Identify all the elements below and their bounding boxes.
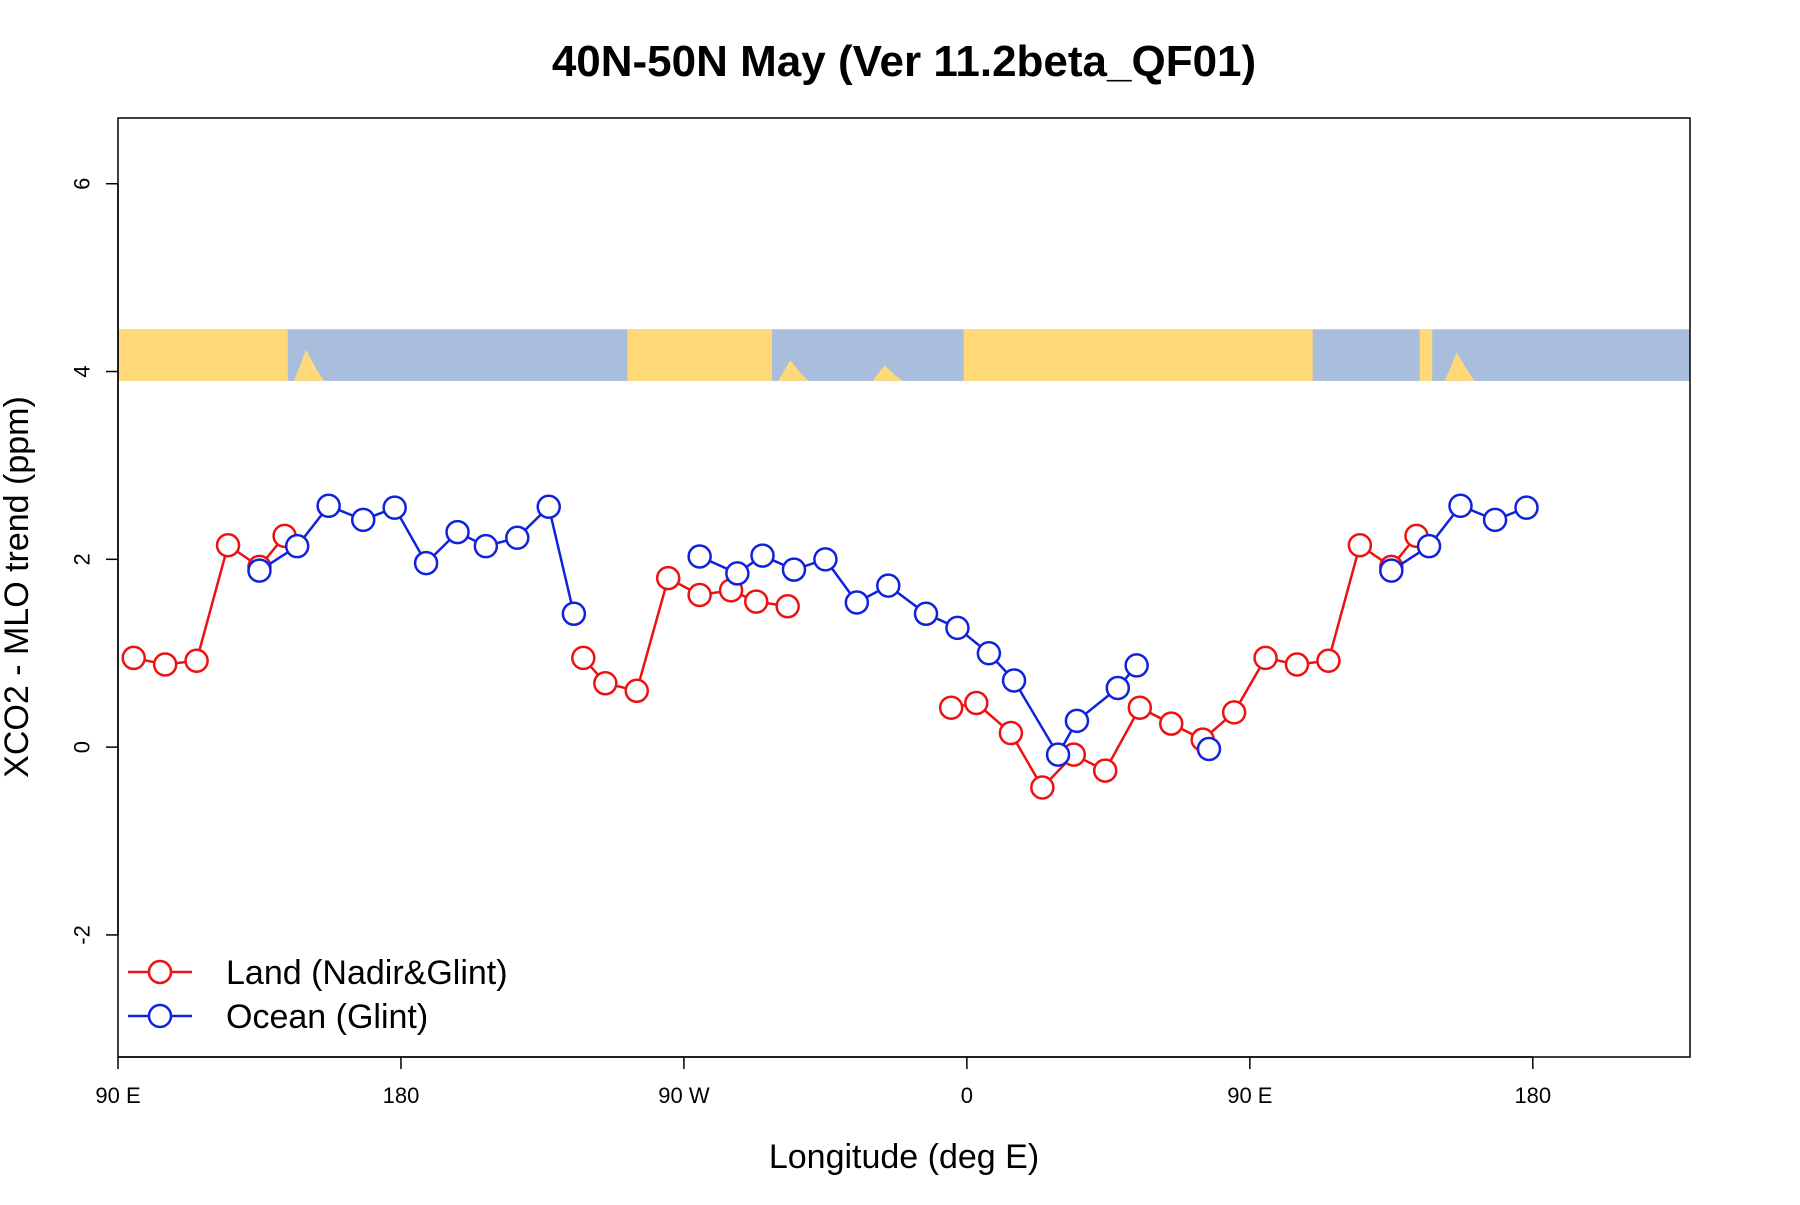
data-point xyxy=(284,533,310,559)
map-land-detail xyxy=(778,360,809,381)
data-point xyxy=(1416,533,1442,559)
map-land-detail xyxy=(1045,355,1076,381)
data-point xyxy=(1347,532,1373,558)
data-point xyxy=(1379,558,1404,583)
series-ocean xyxy=(247,493,1539,767)
data-point xyxy=(247,558,272,583)
y-tick-label: 6 xyxy=(70,178,95,190)
world-map-strip xyxy=(118,329,1690,381)
data-point xyxy=(1482,507,1508,533)
data-point xyxy=(813,547,838,572)
data-point xyxy=(725,561,750,586)
data-point xyxy=(1158,711,1184,736)
data-point xyxy=(775,594,800,619)
map-land-detail xyxy=(1130,362,1161,381)
x-tick-label: 90 E xyxy=(1227,1083,1272,1108)
data-point xyxy=(413,550,439,576)
y-tick-label: -2 xyxy=(70,925,95,945)
data-point xyxy=(184,648,209,673)
data-point xyxy=(382,495,407,520)
data-point xyxy=(750,543,775,568)
map-land-detail xyxy=(872,365,903,381)
data-point xyxy=(316,493,341,519)
y-tick-label: 2 xyxy=(70,553,95,565)
y-axis-title: XCO2 - MLO trend (ppm) xyxy=(0,396,36,778)
data-point xyxy=(1221,700,1247,725)
data-point xyxy=(976,640,1002,666)
chart-title: 40N-50N May (Ver 11.2beta_QF01) xyxy=(552,37,1256,86)
data-point xyxy=(624,678,650,704)
legend-ocean-label: Ocean (Glint) xyxy=(226,998,428,1036)
data-point xyxy=(571,645,596,671)
data-point xyxy=(781,557,807,582)
data-point xyxy=(1105,675,1131,701)
data-point xyxy=(945,615,970,641)
data-point xyxy=(998,720,1024,746)
data-point xyxy=(1448,493,1473,519)
data-point xyxy=(938,695,964,720)
data-point xyxy=(1253,645,1278,671)
data-point xyxy=(1316,648,1341,673)
x-tick-label: 180 xyxy=(1514,1083,1551,1108)
data-point xyxy=(1064,708,1090,734)
map-land-region xyxy=(1419,329,1433,381)
data-point xyxy=(561,601,587,627)
y-axis: -2 0 2 4 6 xyxy=(70,178,119,945)
data-point xyxy=(655,565,681,591)
data-point xyxy=(445,519,470,545)
y-tick-label: 4 xyxy=(70,365,95,377)
data-point xyxy=(913,601,939,627)
map-land-region xyxy=(118,329,288,381)
data-point xyxy=(743,589,769,614)
map-land-detail xyxy=(1444,352,1475,381)
legend-land-label: Land (Nadir&Glint) xyxy=(226,954,508,992)
x-axis-title: Longitude (deg E) xyxy=(769,1138,1039,1176)
data-point xyxy=(593,671,618,696)
map-land-region xyxy=(627,329,772,381)
data-point xyxy=(1514,495,1539,520)
data-point xyxy=(1030,775,1055,800)
x-tick-label: 90 W xyxy=(658,1083,710,1108)
x-axis: 90 E 180 90 W 0 90 E 180 xyxy=(95,1056,1551,1108)
data-point xyxy=(687,582,712,608)
y-tick-label: 0 xyxy=(70,741,95,753)
x-tick-label: 180 xyxy=(383,1083,420,1108)
data-point xyxy=(505,525,530,550)
data-point xyxy=(215,532,241,558)
legend-ocean-marker xyxy=(147,1003,173,1029)
legend-land-marker xyxy=(147,959,173,985)
data-point xyxy=(1092,758,1118,783)
map-land-detail xyxy=(294,349,325,381)
legend: Land (Nadir&Glint) Ocean (Glint) xyxy=(128,954,508,1036)
data-point xyxy=(1284,652,1310,677)
data-point xyxy=(350,507,376,533)
data-point xyxy=(1124,653,1149,678)
data-point xyxy=(536,494,561,519)
data-point xyxy=(152,652,178,677)
data-point xyxy=(844,590,870,615)
x-tick-label: 90 E xyxy=(95,1083,140,1108)
data-point xyxy=(121,645,146,671)
series-layer xyxy=(121,493,1539,800)
data-point xyxy=(876,573,901,598)
data-point xyxy=(1196,736,1222,762)
series-line xyxy=(950,535,1418,790)
data-point xyxy=(473,533,499,559)
data-point xyxy=(1001,668,1027,693)
data-point xyxy=(1127,695,1153,720)
data-point xyxy=(1045,742,1071,767)
data-point xyxy=(687,544,712,569)
data-point xyxy=(964,690,989,716)
x-tick-label: 0 xyxy=(961,1083,973,1108)
